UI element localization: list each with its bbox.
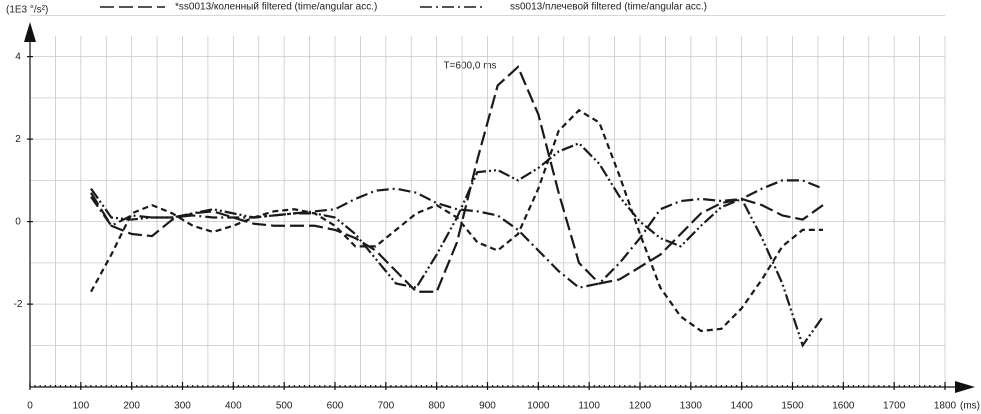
legend-label: ss0013/плечевой filtered (time/angular a… xyxy=(510,2,707,13)
x-tick-label: 700 xyxy=(377,401,394,412)
y-tick-label: 2 xyxy=(15,134,21,145)
x-tick-label: 1500 xyxy=(781,401,804,412)
legend-label: *ss0013/коленный filtered (time/angular … xyxy=(175,2,377,13)
x-tick-label: 1400 xyxy=(731,401,754,412)
x-tick-label: 1000 xyxy=(527,401,550,412)
y-tick-label: 4 xyxy=(15,51,21,62)
y-axis-arrow xyxy=(24,22,36,42)
series-line xyxy=(90,108,823,333)
x-tick-label: 1600 xyxy=(832,401,855,412)
x-tick-label: 1300 xyxy=(680,401,703,412)
x-tick-label: 500 xyxy=(276,401,293,412)
y-unit-label: (1E3 °/s²) xyxy=(6,5,48,16)
x-tick-label: 800 xyxy=(428,401,445,412)
x-tick-label: 1700 xyxy=(883,401,906,412)
x-tick-label: 200 xyxy=(123,401,140,412)
x-tick-label: 1800 xyxy=(934,401,957,412)
series-line xyxy=(90,179,824,289)
x-tick-label: 0 xyxy=(27,401,33,412)
x-axis-arrow xyxy=(955,381,975,393)
x-tick-label: 300 xyxy=(174,401,191,412)
annotation: T=600,0 ms xyxy=(443,61,496,72)
x-tick-label: 400 xyxy=(225,401,242,412)
x-tick-label: 100 xyxy=(72,401,89,412)
y-tick-label: 0 xyxy=(15,216,21,227)
x-tick-label: 1100 xyxy=(578,401,600,412)
x-tick-label: 600 xyxy=(327,401,344,412)
x-tick-label: 1200 xyxy=(629,401,652,412)
y-tick-label: -2 xyxy=(14,299,23,310)
x-tick-label: 900 xyxy=(479,401,496,412)
x-unit-label: (ms) xyxy=(960,401,980,412)
series-line xyxy=(90,65,824,293)
